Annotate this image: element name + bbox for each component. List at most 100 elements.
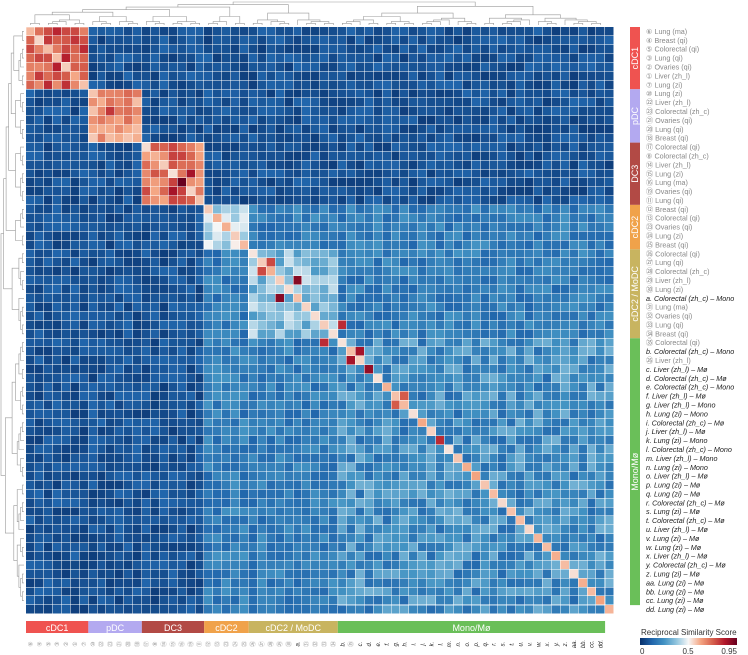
heatmap-cell xyxy=(159,151,169,160)
heatmap-cell xyxy=(355,71,365,80)
heatmap-cell xyxy=(177,400,186,409)
heatmap-cell xyxy=(400,409,409,418)
heatmap-cell xyxy=(61,258,71,267)
heatmap-cell xyxy=(115,35,124,45)
heatmap-cell xyxy=(106,578,115,587)
heatmap-cell xyxy=(337,329,347,338)
row-group-label: cDC2 / MoDC xyxy=(630,266,640,322)
heatmap-cell xyxy=(266,240,275,249)
heatmap-cell xyxy=(418,222,427,232)
heatmap-cell xyxy=(569,525,578,534)
heatmap-cell xyxy=(141,151,151,160)
heatmap-cell xyxy=(373,293,382,303)
heatmap-cell xyxy=(222,80,231,89)
heatmap-cell xyxy=(605,293,614,303)
heatmap-cell xyxy=(391,293,400,303)
heatmap-cell xyxy=(409,516,418,525)
heatmap-cell xyxy=(364,418,373,427)
heatmap-cell xyxy=(426,276,436,285)
heatmap-cell xyxy=(52,560,62,570)
heatmap-cell xyxy=(177,498,186,507)
heatmap-cell xyxy=(328,542,338,552)
heatmap-cell xyxy=(213,516,222,525)
heatmap-cell xyxy=(168,533,177,543)
heatmap-cell xyxy=(97,267,106,276)
heatmap-cell xyxy=(498,240,507,249)
heatmap-cell xyxy=(43,222,53,232)
heatmap-cell xyxy=(293,338,302,347)
heatmap-cell xyxy=(480,551,489,561)
heatmap-cell xyxy=(26,178,35,187)
heatmap-cell xyxy=(373,498,382,507)
heatmap-cell xyxy=(507,204,516,214)
heatmap-cell xyxy=(97,533,106,543)
heatmap-cell xyxy=(462,107,471,116)
heatmap-cell xyxy=(115,27,124,36)
heatmap-cell xyxy=(569,240,578,249)
heatmap-cell xyxy=(560,231,569,240)
heatmap-cell xyxy=(489,382,498,392)
heatmap-cell xyxy=(382,453,391,463)
heatmap-cell xyxy=(97,578,106,587)
dendrogram-branch xyxy=(208,23,218,25)
heatmap-cell xyxy=(471,480,480,489)
heatmap-cell xyxy=(141,204,151,214)
heatmap-cell xyxy=(471,320,480,329)
heatmap-cell xyxy=(524,436,534,445)
heatmap-cell xyxy=(239,498,249,507)
heatmap-cell xyxy=(293,578,302,587)
heatmap-cell xyxy=(444,391,454,401)
heatmap-cell xyxy=(284,364,293,374)
heatmap-cell xyxy=(34,445,44,454)
heatmap-cell xyxy=(328,436,338,445)
heatmap-cell xyxy=(524,89,534,98)
heatmap-cell xyxy=(471,160,480,169)
heatmap-cell xyxy=(186,338,195,347)
heatmap-cell xyxy=(257,373,267,383)
heatmap-cell xyxy=(115,213,124,223)
heatmap-cell xyxy=(507,213,516,223)
heatmap-cell xyxy=(186,533,195,543)
heatmap-cell xyxy=(186,293,195,303)
group-block xyxy=(203,204,250,250)
heatmap-cell xyxy=(204,62,213,71)
heatmap-cell xyxy=(391,98,400,107)
heatmap-cell xyxy=(364,160,373,169)
heatmap-cell xyxy=(284,542,293,552)
heatmap-cell xyxy=(596,453,605,463)
heatmap-cell xyxy=(418,347,427,356)
heatmap-cell xyxy=(168,231,177,240)
dendrogram-branch xyxy=(20,507,24,521)
heatmap-cell xyxy=(248,115,258,125)
heatmap-cell xyxy=(124,605,133,614)
heatmap-cell xyxy=(364,311,373,320)
heatmap-cell xyxy=(284,489,293,498)
heatmap-cell xyxy=(462,62,471,71)
heatmap-cell xyxy=(43,462,53,472)
heatmap-cell xyxy=(605,160,614,169)
heatmap-cell xyxy=(373,542,382,552)
heatmap-cell xyxy=(115,391,124,401)
heatmap-cell xyxy=(391,525,400,534)
heatmap-cell xyxy=(204,453,213,463)
heatmap-cell xyxy=(418,204,427,214)
heatmap-cell xyxy=(516,569,525,578)
heatmap-cell xyxy=(222,338,231,347)
heatmap-cell xyxy=(106,62,115,71)
heatmap-cell xyxy=(195,551,204,561)
heatmap-cell xyxy=(337,124,347,134)
heatmap-cell xyxy=(239,249,249,258)
heatmap-cell xyxy=(400,124,409,134)
heatmap-cell xyxy=(516,373,525,383)
heatmap-cell xyxy=(70,35,79,45)
heatmap-cell xyxy=(97,391,106,401)
heatmap-cell xyxy=(141,35,151,45)
heatmap-cell xyxy=(97,436,106,445)
heatmap-cell xyxy=(605,231,614,240)
heatmap-cell xyxy=(346,160,356,169)
heatmap-cell xyxy=(516,542,525,552)
heatmap-cell xyxy=(605,338,614,347)
heatmap-cell xyxy=(320,169,329,178)
heatmap-cell xyxy=(560,222,569,232)
heatmap-cell xyxy=(426,240,436,249)
